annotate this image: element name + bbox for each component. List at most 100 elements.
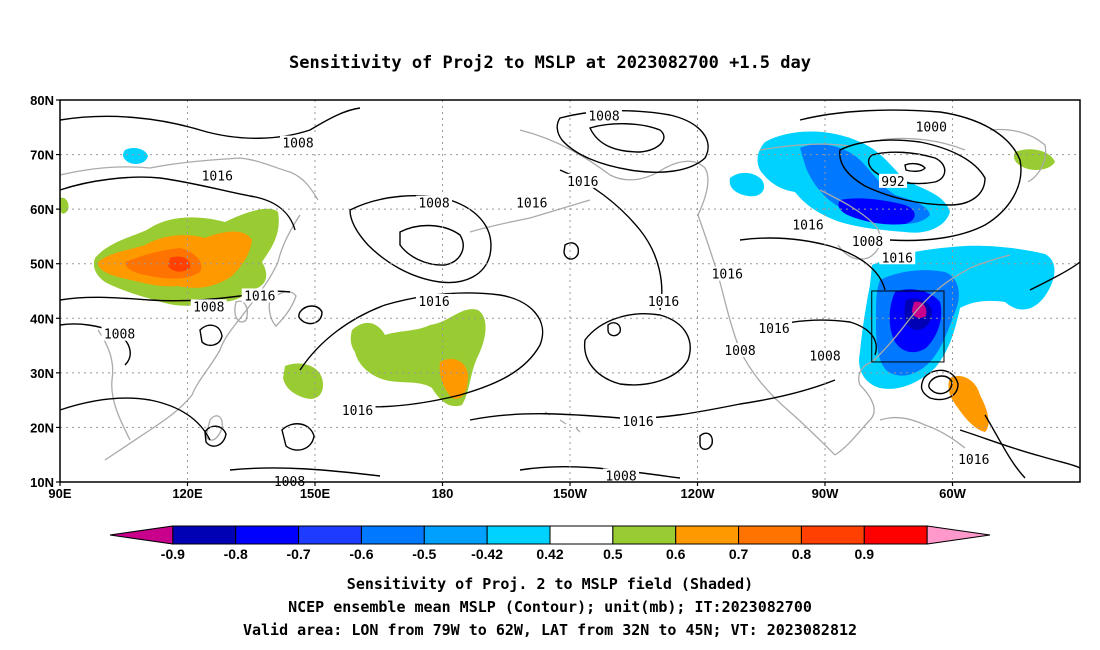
contour-line (583, 313, 691, 386)
contour-label-bg (620, 413, 656, 428)
lat-lon-grid (60, 100, 1080, 482)
map-plot-area: 1008101610081016100810081016101610081016… (59, 99, 1081, 490)
contour-label-bg (513, 195, 550, 210)
contour-label-bg (722, 343, 758, 358)
contour-label: 1016 (882, 251, 913, 266)
figure-title: Sensitivity of Proj2 to MSLP at 20230827… (289, 53, 811, 73)
lon-tick-label: 120W (681, 486, 716, 501)
sensitivity-shading (60, 131, 1055, 432)
contour-label-bg (271, 474, 308, 488)
coast-asia-east (104, 214, 301, 461)
contour-label-bg (879, 250, 916, 265)
contour-line (607, 322, 622, 337)
colorbar: -0.9 -0.8 -0.7 -0.6 -0.5 -0.42 0.42 0.5 0.6 0.7 0.… (109, 525, 991, 562)
contour-line (59, 107, 361, 139)
contour-line (920, 369, 959, 401)
longitude-tick-labels: 90E 120E 150E 180 150W 120W 90W 60W (48, 482, 967, 501)
coast-gulf (834, 361, 875, 456)
colorbar-label: -0.6 (349, 546, 373, 562)
contour-labels: 1008101610081016100810081016101610081016… (101, 108, 992, 490)
contour-line (1029, 261, 1081, 291)
contour-label: 1016 (758, 322, 789, 337)
contour-line (299, 292, 544, 408)
contour-label: 1016 (418, 295, 449, 310)
colorbar-label: 0.5 (603, 546, 623, 562)
colorbar-label: 0.42 (536, 546, 563, 562)
contour-line (959, 429, 1081, 469)
colorbar-swatch (863, 525, 928, 545)
caption-line-2: NCEP ensemble mean MSLP (Contour); unit(… (288, 598, 812, 616)
lon-tick-label: 180 (432, 486, 454, 501)
contour-label-bg (807, 348, 843, 363)
positive-area-pacific-west (283, 363, 324, 399)
lon-tick-label: 90W (812, 486, 839, 501)
colorbar-label: -0.9 (161, 546, 185, 562)
colorbar-swatch (486, 525, 551, 545)
contour-line (867, 151, 946, 185)
colorbar-swatch (172, 525, 237, 545)
contour-line (199, 324, 223, 347)
contour-label: 1016 (958, 453, 989, 468)
colorbar-swatch (360, 525, 425, 545)
contour-label-bg (416, 293, 452, 308)
lon-tick-label: 120E (172, 486, 203, 501)
colorbar-label: -0.5 (412, 546, 436, 562)
lat-tick-label: 20N (30, 420, 54, 435)
negative-area-north-deep (838, 198, 915, 225)
latitude-tick-labels: 80N 70N 60N 50N 40N 30N 20N 10N (30, 93, 60, 490)
contour-label-bg (280, 135, 316, 150)
contour-label-bg (101, 326, 138, 341)
contour-label-bg (241, 288, 278, 303)
lon-tick-label: 150W (553, 486, 588, 501)
lat-tick-label: 60N (30, 202, 54, 217)
colorbar-swatch (298, 525, 362, 545)
contour-label: 1008 (724, 344, 755, 359)
colorbar-swatch (235, 525, 300, 545)
contour-label-bg (645, 293, 682, 308)
contour-label-bg (603, 468, 639, 483)
contour-label: 1008 (282, 137, 313, 152)
colorbar-swatch (423, 525, 488, 545)
negative-area-siberia (123, 148, 148, 164)
colorbar-swatch (926, 525, 991, 545)
coast-indochina (97, 329, 131, 441)
coast-caribbean (879, 416, 966, 449)
contour-line (984, 414, 1026, 479)
contour-label-bg (955, 452, 992, 467)
contour-label-bg (790, 217, 826, 232)
contour-label: 1016 (202, 169, 233, 184)
colorbar-swatch (675, 525, 740, 545)
colorbar-swatch (800, 525, 865, 545)
contour-label-bg (756, 321, 792, 336)
contour-line (589, 123, 665, 153)
colorbar-label: -0.8 (224, 546, 248, 562)
positive-area-asia-strong (168, 256, 191, 272)
contour-line (739, 237, 886, 291)
contour-label: 1008 (418, 197, 449, 212)
caption-line-3: Valid area: LON from 79W to 62W, LAT fro… (243, 621, 857, 639)
contour-line (469, 379, 836, 421)
positive-area-pacific-orange (439, 358, 468, 399)
contour-line (399, 224, 464, 266)
contour-line (298, 305, 323, 325)
contour-line (556, 110, 709, 173)
contour-label-bg (416, 195, 452, 210)
colorbar-label: 0.7 (729, 546, 749, 562)
contour-label: 1016 (622, 415, 653, 430)
contour-line (928, 375, 953, 395)
contour-label: 1000 (916, 120, 947, 135)
colorbar-label: 0.9 (855, 546, 875, 562)
coast-arctic-islands (759, 137, 966, 151)
contour-label: 1016 (792, 219, 823, 234)
contour-line (799, 109, 1022, 242)
positive-area-atlantic (948, 375, 989, 432)
contour-label: 1008 (605, 470, 636, 485)
contour-label-bg (709, 266, 746, 281)
lat-tick-label: 10N (30, 475, 54, 490)
contour-label-bg (199, 168, 236, 183)
colorbar-label: 0.6 (666, 546, 686, 562)
coast-na-east (871, 254, 1011, 363)
contour-label: 992 (881, 175, 904, 190)
lat-tick-label: 70N (30, 148, 54, 163)
contour-line (563, 242, 580, 260)
